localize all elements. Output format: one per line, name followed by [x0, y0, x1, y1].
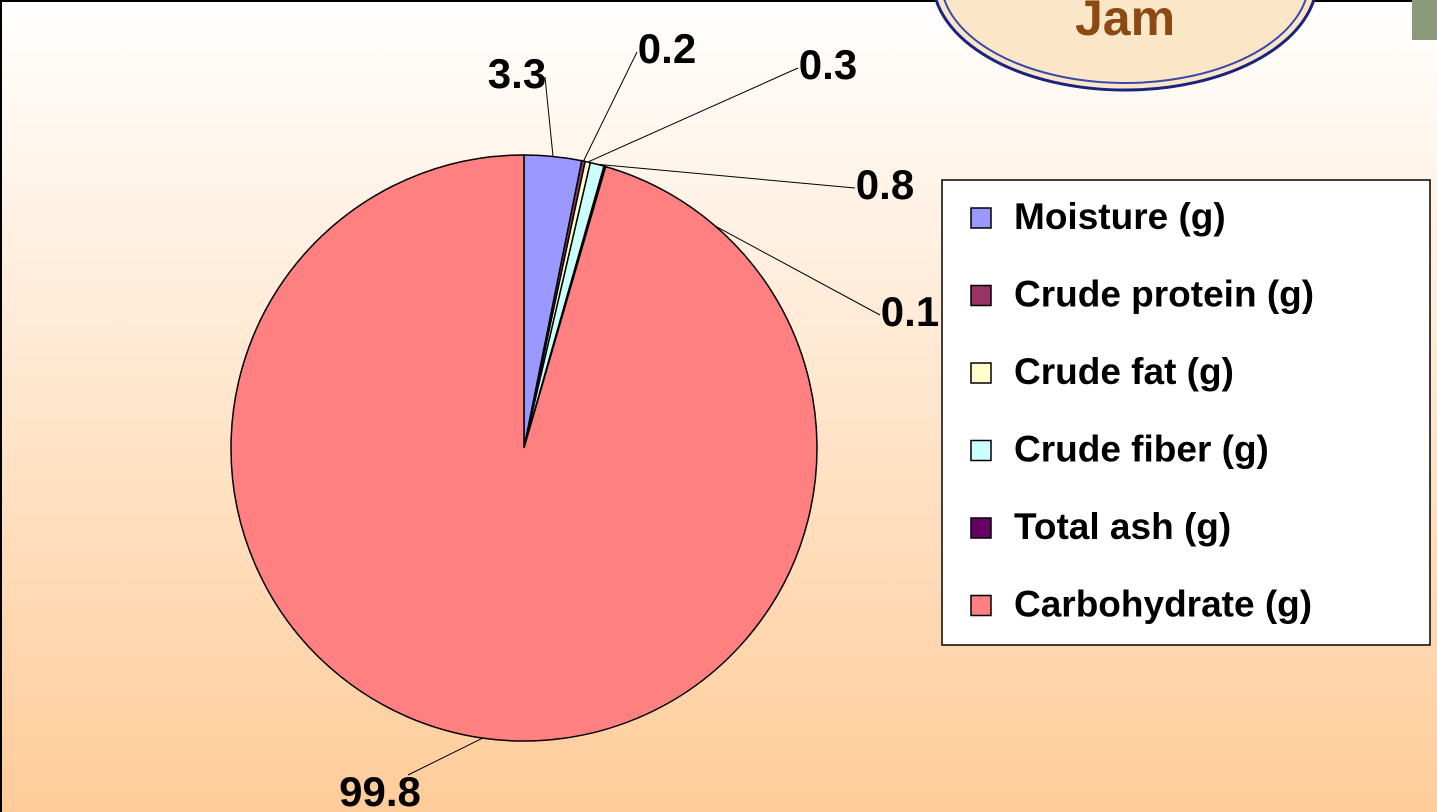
legend-swatch	[971, 208, 991, 228]
legend-label: Moisture (g)	[1014, 196, 1226, 237]
legend-swatch	[971, 596, 991, 616]
data-label: 0.1	[881, 288, 939, 335]
legend-label: Total ash (g)	[1014, 506, 1231, 547]
legend-swatch	[971, 363, 991, 383]
pie-slice	[231, 155, 817, 741]
data-label: 0.3	[799, 41, 857, 88]
corner-image	[1412, 0, 1437, 40]
data-label: 0.2	[638, 25, 696, 72]
data-label: 99.8	[339, 768, 421, 812]
chart-title: Jam	[1075, 0, 1175, 46]
legend-swatch	[971, 518, 991, 538]
legend-box	[942, 180, 1430, 645]
legend: Moisture (g) Crude protein (g) Crude fat (…	[942, 180, 1430, 645]
chart: 3.3 0.2 0.3 0.8 0.1 99.8 Jam Moisture (g) Crud…	[0, 0, 1437, 812]
data-label: 3.3	[488, 50, 546, 97]
data-label: 0.8	[856, 161, 914, 208]
legend-label: Crude fiber (g)	[1014, 428, 1269, 469]
legend-swatch	[971, 441, 991, 461]
legend-label: Crude fat (g)	[1014, 351, 1234, 392]
legend-swatch	[971, 286, 991, 306]
legend-label: Carbohydrate (g)	[1014, 583, 1312, 624]
legend-label: Crude protein (g)	[1014, 273, 1314, 314]
